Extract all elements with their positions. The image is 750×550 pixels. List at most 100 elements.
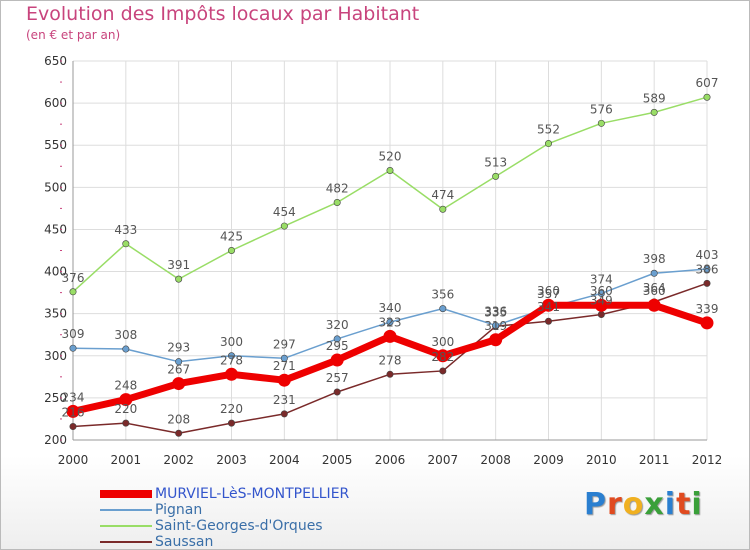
data-point	[277, 373, 291, 387]
y-tick-label: 350	[44, 307, 67, 321]
data-label: 520	[379, 149, 402, 163]
data-point	[122, 419, 130, 427]
data-label: 360	[590, 284, 613, 298]
logo-letter: P	[584, 487, 607, 522]
y-tick-label: 450	[44, 222, 67, 236]
data-label: 234	[62, 390, 85, 404]
data-point	[69, 288, 77, 296]
y-tick-label: 600	[44, 96, 67, 110]
data-point	[492, 321, 500, 329]
legend-swatch	[100, 525, 152, 527]
data-point	[228, 247, 236, 255]
data-labels: 234 248 267 278 271 295 323 300 319 360 360 360 339 3…	[62, 76, 719, 426]
data-label: 386	[696, 262, 719, 276]
data-label: 323	[379, 315, 402, 329]
data-label: 374	[590, 272, 613, 286]
data-label: 216	[62, 406, 85, 420]
logo-letter: i	[691, 487, 703, 522]
data-point	[69, 344, 77, 352]
y-tick-label: 650	[44, 54, 67, 68]
logo-letter: r	[607, 487, 623, 522]
data-point	[594, 298, 608, 312]
data-label: 356	[431, 288, 454, 302]
x-tick-label: 2008	[480, 453, 511, 467]
data-point	[597, 119, 605, 127]
legend-item-saint-georges: Saint-Georges-d'Orques	[100, 518, 400, 534]
legend-item-murviel: MURVIEL-LèS-MONTPELLIER	[100, 486, 400, 502]
data-label: 278	[379, 353, 402, 367]
data-label: 454	[273, 205, 296, 219]
data-point	[175, 275, 183, 283]
legend-label: Saint-Georges-d'Orques	[155, 518, 323, 534]
legend-item-pignan: Pignan	[100, 502, 400, 518]
data-label: 552	[537, 123, 560, 137]
data-label: 339	[696, 302, 719, 316]
chart-subtitle: (en € et par an)	[26, 28, 121, 42]
data-label: 349	[590, 294, 613, 308]
x-tick-label: 2000	[58, 453, 89, 467]
data-label: 220	[114, 402, 137, 416]
data-label: 320	[326, 318, 349, 332]
data-label: 360	[537, 284, 560, 298]
data-label: 293	[167, 341, 190, 355]
data-point	[66, 404, 80, 418]
data-label: 300	[431, 335, 454, 349]
data-label: 300	[220, 335, 243, 349]
x-tick-label: 2004	[269, 453, 300, 467]
data-point	[228, 352, 236, 360]
data-point	[703, 93, 711, 101]
data-label: 309	[62, 327, 85, 341]
legend-label: Pignan	[155, 502, 203, 518]
data-point	[544, 317, 552, 325]
data-point	[439, 205, 447, 213]
data-point	[333, 198, 341, 206]
data-label: 433	[114, 223, 137, 237]
legend-swatch	[100, 509, 152, 511]
data-label: 360	[643, 284, 666, 298]
x-tick-label: 2009	[533, 453, 564, 467]
data-label: 482	[326, 181, 349, 195]
legend-label: MURVIEL-LèS-MONTPELLIER	[155, 486, 350, 502]
axes: 200 250 300 350 400 450 500 550 600 650 2000 2001 20…	[44, 54, 722, 467]
data-label: 208	[167, 412, 190, 426]
data-label: 308	[114, 328, 137, 342]
y-tick-label: 200	[44, 433, 67, 447]
data-point	[122, 240, 130, 248]
data-point	[280, 222, 288, 230]
data-point	[333, 335, 341, 343]
data-point	[119, 393, 133, 407]
data-point	[700, 316, 714, 330]
data-label: 576	[590, 102, 613, 116]
data-point	[280, 354, 288, 362]
x-tick-label: 2011	[639, 453, 670, 467]
data-point	[386, 370, 394, 378]
x-tick-label: 2002	[163, 453, 194, 467]
data-label: 267	[167, 363, 190, 377]
x-tick-label: 2006	[375, 453, 406, 467]
data-label: 364	[643, 281, 666, 295]
data-label: 257	[326, 371, 349, 385]
data-point	[492, 172, 500, 180]
data-point	[228, 419, 236, 427]
data-point	[439, 367, 447, 375]
data-point	[436, 349, 450, 363]
data-point	[386, 166, 394, 174]
data-label: 391	[167, 258, 190, 272]
data-label: 282	[431, 350, 454, 364]
x-tick-label: 2001	[111, 453, 142, 467]
data-label: 398	[643, 252, 666, 266]
data-point	[175, 358, 183, 366]
data-point	[69, 423, 77, 431]
data-label: 336	[484, 304, 507, 318]
data-point	[280, 410, 288, 418]
series-lines	[66, 93, 714, 437]
line-chart: 200 250 300 350 400 450 500 550 600 650 2000 2001 20…	[44, 54, 722, 467]
legend: MURVIEL-LèS-MONTPELLIER Pignan Saint-Geo…	[100, 486, 400, 550]
data-point	[542, 298, 555, 312]
y-tick-label: 300	[44, 349, 67, 363]
data-point	[544, 140, 552, 148]
data-point	[439, 305, 447, 313]
data-point	[225, 367, 238, 381]
data-label: 403	[696, 248, 719, 262]
data-label: 278	[220, 353, 243, 367]
